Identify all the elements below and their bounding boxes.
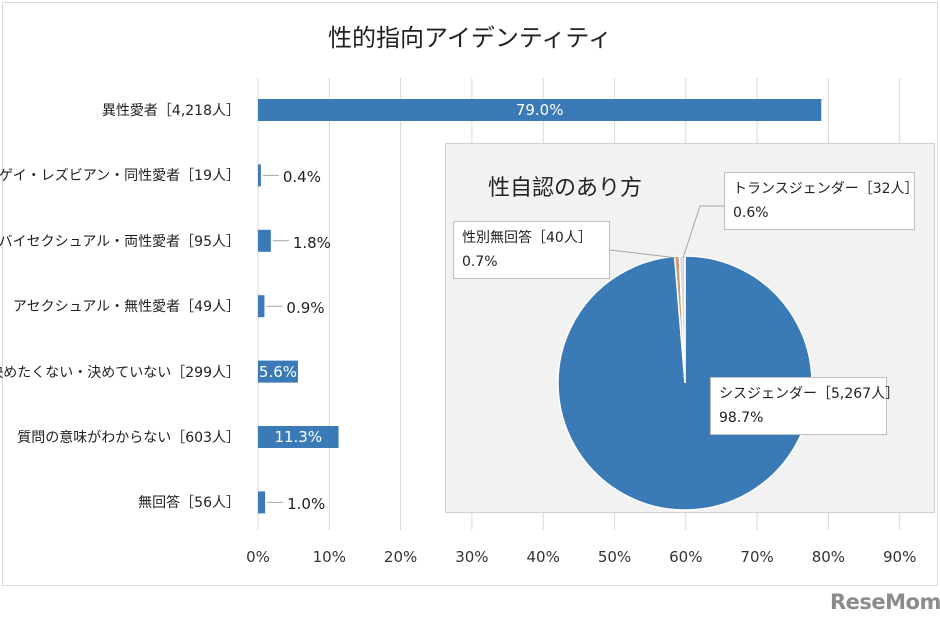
resemom-logo: ReseMom bbox=[830, 590, 940, 614]
category-label: アセクシュアル・無性愛者［49人］ bbox=[12, 299, 240, 316]
bar bbox=[258, 295, 265, 318]
category-label: 無回答［56人］ bbox=[138, 495, 240, 512]
chart-frame bbox=[2, 2, 938, 586]
data-label: 11.3% bbox=[274, 428, 323, 446]
bar bbox=[258, 426, 339, 448]
callout-no-answer: 性別無回答［40人］ 0.7% bbox=[453, 221, 610, 279]
category-label: 決めたくない・決めていない［299人］ bbox=[0, 364, 240, 381]
x-tick-label: 50% bbox=[597, 548, 632, 566]
category-label: 質問の意味がわからない［603人］ bbox=[17, 430, 240, 446]
x-tick-label: 90% bbox=[883, 548, 917, 566]
x-tick-label: 30% bbox=[455, 548, 489, 566]
data-label: 1.0% bbox=[287, 495, 326, 514]
slice-percent-no-answer: 0.7% bbox=[462, 254, 498, 270]
callout-cisgender: シスジェンダー［5,267人］ 98.7% bbox=[710, 377, 900, 435]
bar bbox=[258, 491, 266, 514]
pie-chart-title: 性自認のあり方 bbox=[488, 176, 643, 201]
slice-label-cisgender: シスジェンダー［5,267人］ bbox=[719, 386, 900, 402]
leader-line-transgender bbox=[682, 205, 724, 259]
x-tick-label: 0% bbox=[246, 548, 270, 566]
category-label: 異性愛者［4,218人］ bbox=[101, 103, 240, 119]
x-tick-label: 70% bbox=[740, 548, 774, 566]
slice-percent-cisgender: 98.7% bbox=[719, 410, 764, 426]
category-label: バイセクシュアル・両性愛者［95人］ bbox=[0, 233, 240, 250]
bar bbox=[258, 99, 822, 121]
data-label: 79.0% bbox=[515, 101, 564, 119]
slice-percent-transgender: 0.6% bbox=[733, 205, 769, 221]
x-tick-label: 40% bbox=[526, 548, 560, 566]
data-label: 0.4% bbox=[282, 168, 321, 187]
x-tick-label: 10% bbox=[312, 548, 346, 566]
pie-slice bbox=[678, 255, 686, 384]
data-label: 5.6% bbox=[258, 362, 298, 381]
bar bbox=[258, 360, 298, 383]
data-label: 0.9% bbox=[286, 299, 325, 318]
bar bbox=[258, 164, 261, 187]
chart-title: 性的指向アイデンティティ bbox=[328, 24, 612, 52]
x-tick-label: 80% bbox=[811, 548, 846, 566]
slice-label-no-answer: 性別無回答［40人］ bbox=[462, 230, 592, 246]
x-tick-label: 20% bbox=[383, 548, 418, 566]
data-label: 1.8% bbox=[292, 233, 331, 252]
callout-transgender: トランスジェンダー［32人］ 0.6% bbox=[724, 172, 919, 230]
category-label: ゲイ・レズビアン・同性愛者［19人］ bbox=[0, 168, 240, 185]
bar bbox=[258, 229, 271, 252]
x-tick-label: 60% bbox=[669, 548, 703, 566]
slice-label-transgender: トランスジェンダー［32人］ bbox=[733, 181, 919, 197]
